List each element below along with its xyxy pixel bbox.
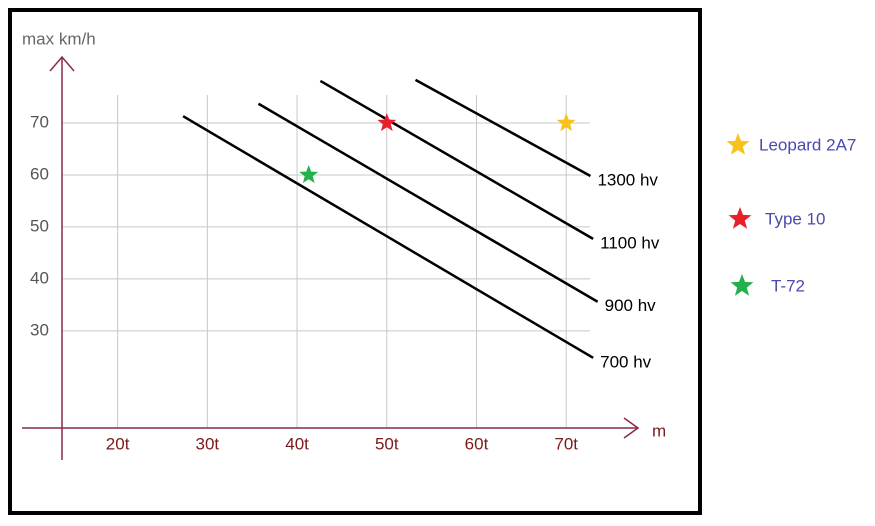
legend-label: T-72 bbox=[771, 276, 805, 295]
x-axis-arrow bbox=[623, 417, 640, 439]
legend-marker bbox=[730, 274, 754, 296]
x-tick-label: 70t bbox=[554, 434, 578, 453]
y-axis-arrow bbox=[49, 55, 75, 72]
y-tick-label: 50 bbox=[30, 216, 49, 235]
x-tick-label: 60t bbox=[465, 434, 489, 453]
star-marker bbox=[299, 165, 319, 183]
frame bbox=[8, 8, 702, 515]
y-axis-label: max km/h bbox=[22, 29, 96, 48]
power-line bbox=[257, 102, 599, 303]
y-tick-label: 30 bbox=[30, 320, 49, 339]
y-tick-label: 40 bbox=[30, 268, 49, 287]
legend-marker bbox=[728, 207, 752, 229]
x-tick-label: 50t bbox=[375, 434, 399, 453]
x-axis-label: m bbox=[652, 421, 666, 440]
x-tick-label: 20t bbox=[106, 434, 130, 453]
x-tick-label: 40t bbox=[285, 434, 309, 453]
line-label: 900 hv bbox=[605, 296, 657, 315]
legend-marker bbox=[726, 133, 750, 155]
star-marker bbox=[377, 113, 397, 132]
y-tick-label: 70 bbox=[30, 112, 49, 131]
legend-label: Type 10 bbox=[765, 209, 826, 228]
line-label: 1100 hv bbox=[600, 233, 660, 252]
line-label: 1300 hv bbox=[597, 170, 658, 189]
legend-label: Leopard 2A7 bbox=[759, 135, 856, 154]
power-line bbox=[182, 115, 594, 359]
y-tick-label: 60 bbox=[30, 164, 49, 183]
star-marker bbox=[556, 113, 576, 132]
power-line bbox=[319, 79, 594, 240]
line-label: 700 hv bbox=[600, 352, 652, 371]
power-line bbox=[414, 78, 592, 178]
x-tick-label: 30t bbox=[196, 434, 220, 453]
